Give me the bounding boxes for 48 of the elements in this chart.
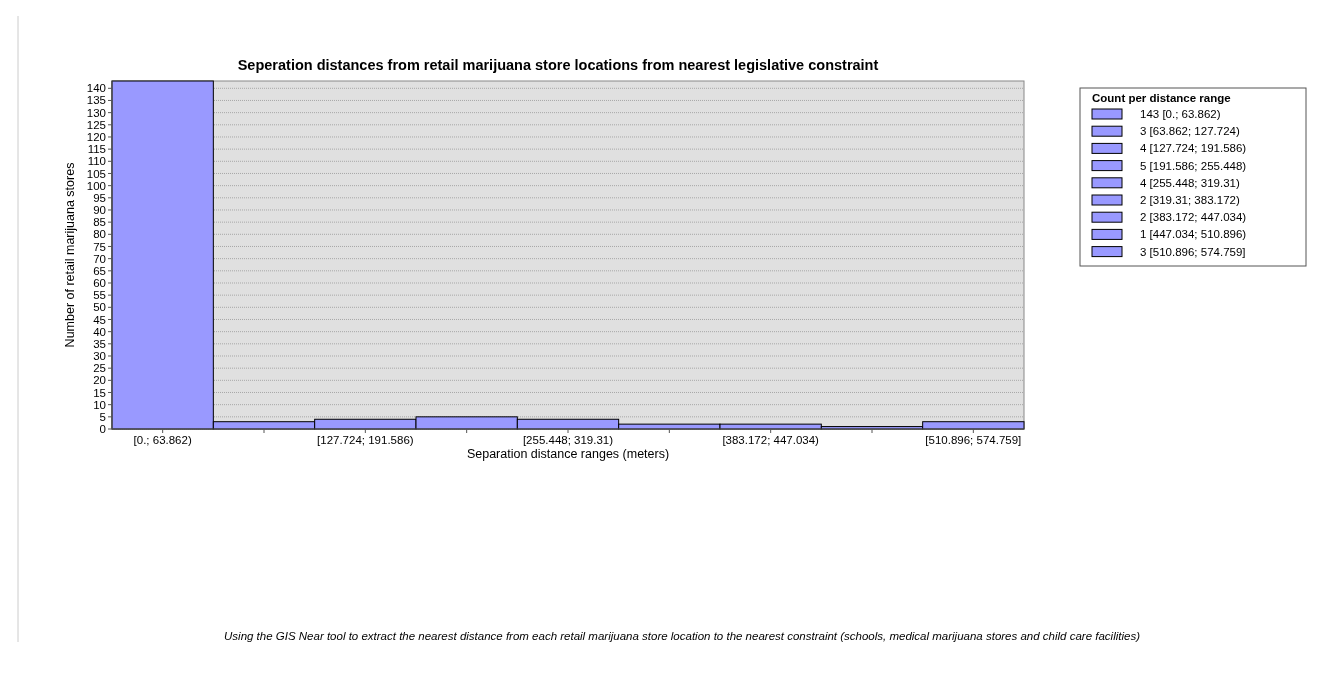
legend-label: 1 [447.034; 510.896): [1140, 228, 1247, 241]
y-tick-label: 110: [87, 155, 106, 168]
x-tick-label: [127.724; 191.586): [317, 434, 414, 446]
y-tick-label: 15: [93, 386, 106, 399]
legend-label: 4 [127.724; 191.586): [1140, 142, 1247, 155]
chart-title: Seperation distances from retail marijuana store locations from nearest legislative constraint: [237, 57, 879, 73]
y-tick-label: 90: [93, 204, 106, 216]
y-tick-label: 65: [93, 264, 106, 277]
x-tick-label: [510.896; 574.759]: [925, 434, 1022, 446]
legend-label: 4 [255.448; 319.31): [1140, 176, 1240, 189]
legend-label: 2 [319.31; 383.172): [1140, 194, 1240, 206]
legend-label: 5 [191.586; 255.448): [1140, 159, 1247, 172]
legend-label: 2 [383.172; 447.034): [1140, 211, 1247, 224]
y-tick-label: 5: [99, 410, 106, 423]
y-tick-label: 75: [93, 240, 106, 253]
y-tick-label: 70: [93, 252, 106, 265]
y-tick-label: 125: [86, 118, 106, 131]
y-tick-label: 20: [93, 374, 106, 387]
y-tick-label: 85: [93, 216, 106, 229]
y-tick-label: 120: [86, 131, 106, 143]
y-tick-label: 10: [93, 398, 106, 411]
text: Using the GIS Near tool to extract the nearest distance from each retail marijuana store location to the nearest constraint (schools, medical marijuana stores and child care facilities): [224, 630, 1141, 642]
y-axis-title: Number of retail marijuana stores: [63, 162, 77, 348]
y-tick-label: 0: [99, 423, 106, 436]
y-tick-label: 140: [86, 82, 106, 95]
y-tick-label: 115: [87, 143, 106, 156]
x-tick-label: [0.; 63.862): [133, 434, 192, 446]
y-tick-label: 130: [86, 106, 106, 119]
y-tick-label: 100: [86, 179, 106, 192]
y-tick-label: 45: [93, 313, 106, 326]
legend-label: 3 [510.896; 574.759]: [1140, 245, 1246, 258]
legend-label: 143 [0.; 63.862): [1140, 108, 1221, 120]
x-axis-title: Separation distance ranges (meters): [466, 447, 670, 461]
y-tick-label: 105: [86, 167, 106, 180]
x-tick-label: [383.172; 447.034): [722, 434, 820, 446]
y-tick-label: 25: [93, 362, 106, 375]
y-tick-label: 60: [93, 277, 106, 290]
y-tick-label: 40: [93, 325, 106, 338]
x-tick-label: [255.448; 319.31): [522, 434, 614, 446]
y-tick-label: 95: [93, 191, 106, 204]
y-tick-label: 55: [93, 289, 106, 302]
y-tick-label: 80: [93, 228, 106, 241]
legend-label: 3 [63.862; 127.724): [1140, 125, 1240, 138]
y-tick-label: 135: [86, 94, 106, 107]
legend-title: Count per distance range: [1092, 92, 1231, 104]
y-tick-label: 50: [93, 301, 106, 314]
y-tick-label: 35: [93, 337, 106, 350]
y-tick-label: 30: [93, 350, 106, 363]
